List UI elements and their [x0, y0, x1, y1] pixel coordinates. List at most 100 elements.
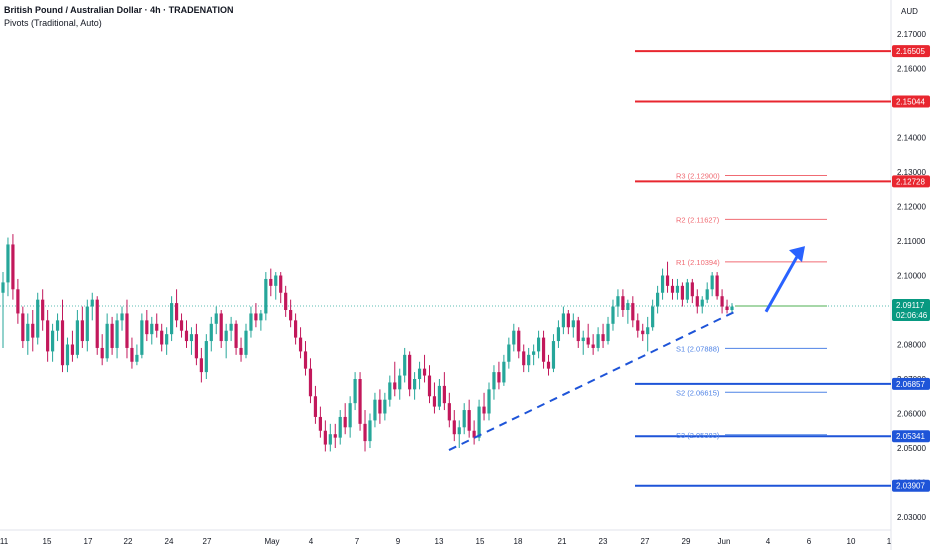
- candle-body[interactable]: [527, 354, 531, 366]
- candle-body[interactable]: [36, 299, 40, 338]
- candle-body[interactable]: [432, 396, 437, 407]
- candle-body[interactable]: [75, 320, 79, 355]
- candle-body[interactable]: [100, 347, 104, 359]
- candle-body[interactable]: [338, 416, 342, 438]
- candle-body[interactable]: [264, 278, 268, 314]
- candle-body[interactable]: [477, 406, 481, 438]
- candle-body[interactable]: [457, 427, 461, 435]
- candle-body[interactable]: [289, 310, 293, 321]
- candle-body[interactable]: [274, 275, 278, 286]
- candle-body[interactable]: [244, 330, 248, 355]
- candle-body[interactable]: [546, 361, 551, 369]
- candle-body[interactable]: [680, 285, 685, 300]
- candle-body[interactable]: [437, 385, 442, 407]
- candle-body[interactable]: [561, 313, 565, 328]
- candle-body[interactable]: [46, 320, 50, 352]
- candle-body[interactable]: [219, 313, 223, 342]
- candle-body[interactable]: [284, 292, 288, 310]
- candle-body[interactable]: [497, 372, 501, 383]
- candle-body[interactable]: [184, 330, 189, 342]
- candle-body[interactable]: [512, 330, 516, 345]
- candle-body[interactable]: [85, 306, 89, 342]
- candle-body[interactable]: [259, 313, 263, 321]
- candle-body[interactable]: [115, 320, 119, 348]
- candle-body[interactable]: [318, 416, 322, 431]
- candle-body[interactable]: [21, 313, 25, 342]
- candle-body[interactable]: [224, 330, 228, 342]
- candle-body[interactable]: [601, 334, 605, 342]
- candle-body[interactable]: [179, 320, 184, 331]
- candle-body[interactable]: [378, 399, 382, 414]
- candle-body[interactable]: [606, 323, 610, 342]
- price-tag[interactable]: [892, 45, 930, 58]
- candle-body[interactable]: [269, 278, 273, 286]
- candle-body[interactable]: [254, 313, 258, 321]
- currency-label[interactable]: AUD: [901, 7, 918, 16]
- candle-body[interactable]: [422, 368, 427, 376]
- candle-body[interactable]: [427, 375, 432, 397]
- candle-body[interactable]: [665, 275, 670, 286]
- candle-body[interactable]: [55, 320, 60, 331]
- candle-body[interactable]: [16, 289, 20, 314]
- candle-body[interactable]: [393, 382, 397, 390]
- candle-body[interactable]: [700, 299, 704, 307]
- candle-body[interactable]: [105, 323, 109, 359]
- candle-body[interactable]: [6, 244, 10, 283]
- candle-body[interactable]: [363, 423, 367, 442]
- price-tag[interactable]: [892, 95, 930, 108]
- candle-body[interactable]: [730, 306, 734, 310]
- candle-body[interactable]: [417, 368, 422, 379]
- candle-body[interactable]: [442, 385, 446, 404]
- candle-body[interactable]: [576, 320, 580, 342]
- candle-body[interactable]: [413, 379, 417, 390]
- candle-body[interactable]: [313, 396, 318, 417]
- candle-body[interactable]: [492, 372, 496, 390]
- candle-body[interactable]: [234, 323, 238, 348]
- forecast-arrow-shaft[interactable]: [764, 252, 801, 313]
- candle-body[interactable]: [125, 313, 129, 348]
- candle-body[interactable]: [368, 420, 372, 442]
- candle-body[interactable]: [646, 327, 650, 335]
- candle-body[interactable]: [710, 275, 714, 290]
- candle-body[interactable]: [95, 299, 99, 348]
- candle-body[interactable]: [462, 410, 466, 428]
- candle-body[interactable]: [150, 323, 154, 335]
- candle-body[interactable]: [189, 334, 194, 342]
- candle-body[interactable]: [170, 303, 174, 335]
- candle-body[interactable]: [90, 299, 94, 307]
- candle-body[interactable]: [690, 282, 694, 297]
- candle-body[interactable]: [279, 275, 283, 293]
- candle-body[interactable]: [80, 320, 84, 342]
- candle-body[interactable]: [383, 399, 387, 414]
- candle-body[interactable]: [41, 299, 45, 321]
- candle-body[interactable]: [675, 285, 680, 293]
- candle-body[interactable]: [60, 320, 65, 366]
- candle-body[interactable]: [358, 379, 362, 424]
- candle-body[interactable]: [596, 334, 600, 348]
- candle-body[interactable]: [1, 282, 5, 293]
- candle-body[interactable]: [130, 347, 134, 362]
- current-price-tag[interactable]: [892, 298, 930, 321]
- candle-body[interactable]: [556, 327, 561, 342]
- price-tag[interactable]: [892, 377, 930, 390]
- candle-body[interactable]: [165, 334, 169, 345]
- candle-body[interactable]: [631, 303, 635, 321]
- candle-body[interactable]: [656, 292, 660, 307]
- candle-body[interactable]: [194, 334, 199, 359]
- candle-body[interactable]: [140, 320, 144, 355]
- candle-body[interactable]: [621, 296, 625, 310]
- candle-body[interactable]: [536, 337, 541, 352]
- candle-body[interactable]: [229, 323, 233, 331]
- candle-body[interactable]: [532, 351, 536, 355]
- candle-body[interactable]: [670, 285, 675, 293]
- candle-body[interactable]: [199, 358, 203, 373]
- candle-body[interactable]: [660, 275, 665, 293]
- candle-body[interactable]: [303, 351, 308, 369]
- candle-body[interactable]: [214, 313, 218, 324]
- trendline[interactable]: [448, 309, 738, 451]
- candle-body[interactable]: [685, 282, 689, 300]
- candle-body[interactable]: [145, 320, 149, 335]
- price-tag[interactable]: [892, 430, 930, 443]
- candle-body[interactable]: [398, 375, 402, 390]
